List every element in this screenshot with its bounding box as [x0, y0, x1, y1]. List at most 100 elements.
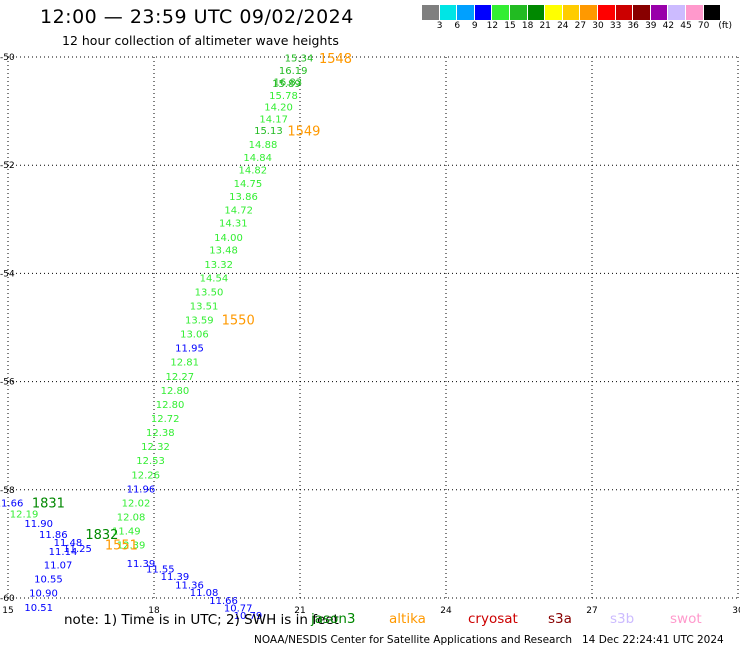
- wave-height-label: 11.95: [175, 344, 204, 355]
- colorbar-swatch: [703, 5, 722, 20]
- wave-height-label: 15.78: [269, 91, 298, 102]
- colorbar-label: 9: [471, 21, 478, 31]
- colorbar-label: 70: [697, 21, 710, 31]
- wave-height-label: 12.02: [122, 498, 151, 509]
- wave-height-label: 13.06: [180, 330, 209, 341]
- colorbar-label: 18: [521, 21, 534, 31]
- wave-height-label: 12.39: [117, 541, 146, 552]
- colorbar-swatch: [439, 5, 458, 20]
- wave-height-label: 11.90: [24, 519, 53, 530]
- wave-height-label: 10.90: [29, 589, 58, 600]
- y-tick-label: -54: [0, 269, 15, 279]
- wave-height-label: 15.13: [254, 126, 283, 137]
- colorbar-swatch: [422, 5, 440, 20]
- colorbar-labels: 3 6 9 12 15 18 21 24 27 30 33 36 39 42 45 70 (ft): [422, 21, 740, 35]
- wave-height-label: 11.25: [63, 544, 92, 555]
- wave-height-label: 13.48: [209, 246, 238, 257]
- colorbar-swatch: [527, 5, 546, 20]
- wave-height-label: 14.75: [234, 179, 263, 190]
- wave-height-label: 14.00: [214, 233, 243, 244]
- credit-text: NOAA/NESDIS Center for Satellite Applica…: [254, 634, 572, 646]
- x-tick-label: 15: [2, 606, 13, 616]
- wave-height-label: 14.88: [249, 140, 278, 151]
- wave-height-label: 12.80: [156, 400, 185, 411]
- wave-height-label: 11.55: [146, 564, 175, 575]
- colorbar-swatch: [597, 5, 616, 20]
- pass-number-label: 1550: [222, 314, 255, 329]
- satellite-legend-jason3: jason3: [311, 611, 356, 627]
- wave-height-label: 15.89: [272, 79, 301, 90]
- x-tick-label: 21: [294, 606, 305, 616]
- wave-height-label: 14.82: [238, 166, 267, 177]
- wave-height-label: 11.48: [54, 538, 83, 549]
- wave-height-labels: 15.3416.1916.8315.8915.7814.2014.1715.13…: [0, 52, 352, 622]
- wave-height-label: 13.59: [185, 316, 214, 327]
- wave-height-label: 13.86: [229, 192, 258, 203]
- colorbar-label: (ft): [718, 21, 732, 31]
- satellite-legend-altika: altika: [389, 611, 426, 627]
- colorbar-label: 45: [680, 21, 692, 31]
- colorbar-swatch: [492, 5, 510, 20]
- colorbar-swatch: [668, 5, 686, 20]
- colorbar-label: 21: [539, 21, 551, 31]
- wave-height-label: 10.51: [24, 603, 53, 614]
- wave-height-label: 10.55: [34, 575, 63, 586]
- wave-height-label: 12.27: [165, 372, 194, 383]
- wave-height-label: 12.19: [10, 510, 39, 521]
- y-tick-label: -52: [0, 161, 15, 171]
- colorbar-label: 15: [504, 21, 516, 31]
- satellite-legend-s3a: s3a: [548, 611, 572, 627]
- wave-height-label: 10.79: [234, 611, 263, 622]
- wave-height-label: 12.72: [151, 414, 180, 425]
- wave-height-label: 14.17: [259, 114, 288, 125]
- generation-timestamp: 14 Dec 22:24:41 UTC 2024: [582, 634, 724, 646]
- wave-height-label: 11.08: [190, 588, 219, 599]
- wave-height-label: 13.51: [190, 302, 219, 313]
- x-tick-label: 24: [440, 606, 452, 616]
- wave-height-label: 13.32: [204, 260, 233, 271]
- colorbar-label: 42: [662, 21, 675, 31]
- wave-height-label: 15.34: [285, 54, 314, 65]
- satellite-legend-s3b: s3b: [610, 611, 635, 627]
- colorbar-swatch: [633, 5, 651, 20]
- colorbar-swatch: [580, 5, 598, 20]
- x-tick-label: 30: [732, 606, 740, 616]
- wave-height-label: 12.38: [146, 428, 175, 439]
- wave-height-label: 11.66: [0, 498, 23, 509]
- pass-number-label: 1548: [319, 52, 352, 67]
- pass-number-label: 1549: [287, 124, 320, 139]
- wave-height-label: 11.49: [112, 527, 141, 538]
- colorbar-label: 27: [574, 21, 587, 31]
- colorbar-swatch: [650, 5, 669, 20]
- wave-height-label: 11.39: [127, 559, 156, 570]
- wave-height-label: 12.80: [161, 386, 190, 397]
- wave-height-label: 11.07: [44, 561, 73, 572]
- y-tick-label: -50: [0, 53, 15, 63]
- wave-height-label: 12.08: [117, 512, 146, 523]
- wave-height-label: 12.53: [136, 456, 165, 467]
- colorbar-label: 39: [645, 21, 657, 31]
- wave-height-label: 11.66: [209, 596, 238, 607]
- colorbar-swatch: [545, 5, 563, 20]
- satellite-legend-swot: swot: [670, 611, 702, 627]
- colorbar-label: 30: [592, 21, 604, 31]
- wave-height-label: 11.96: [127, 484, 156, 495]
- wave-height-label: 11.36: [175, 581, 204, 592]
- wave-height-label: 12.81: [170, 358, 199, 369]
- wave-height-label: 11.39: [161, 572, 190, 583]
- satellite-legend: jason3 altika cryosat s3a s3b swot: [0, 611, 740, 631]
- colorbar-swatch: [615, 5, 634, 20]
- x-tick-label: 27: [586, 606, 597, 616]
- wave-height-label: 11.86: [39, 530, 68, 541]
- colorbar-swatch: [474, 5, 493, 20]
- wave-height-label: 14.20: [264, 102, 293, 113]
- axis-ticks: 15 18 21 24 27 30 -50 -52 -54 -56 -58 -60: [0, 53, 740, 616]
- wave-height-label: 14.72: [224, 206, 253, 217]
- x-tick-label: 18: [148, 606, 160, 616]
- colorbar-swatch: [685, 5, 704, 20]
- wave-height-label: 14.84: [243, 153, 272, 164]
- wave-height-label: 13.50: [195, 287, 224, 298]
- satellite-legend-cryosat: cryosat: [468, 611, 518, 627]
- colorbar-label: 33: [609, 21, 622, 31]
